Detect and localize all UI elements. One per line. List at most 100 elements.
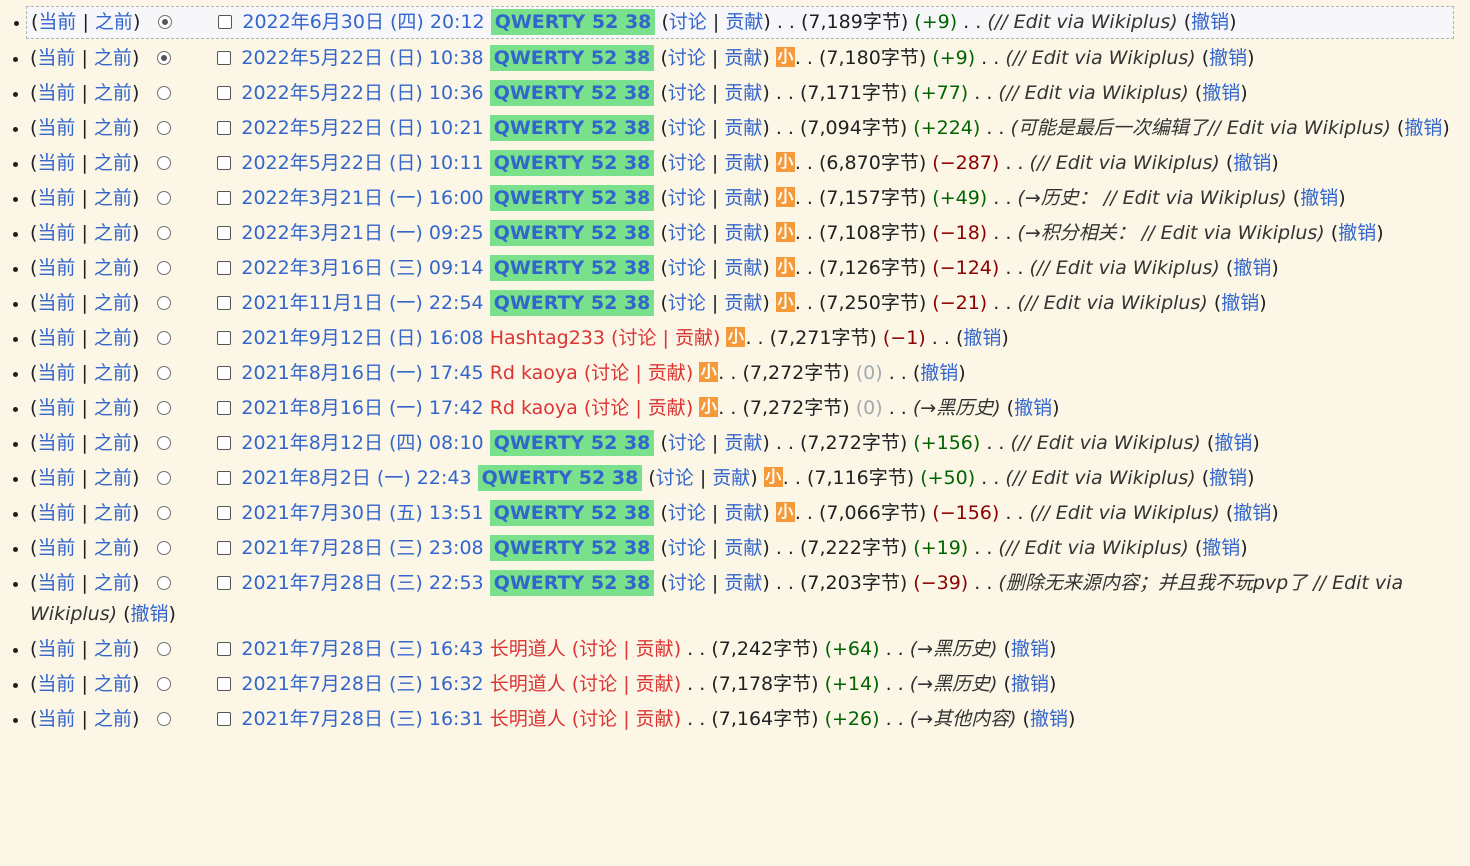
user-link[interactable]: 长明道人 bbox=[489, 673, 566, 695]
revision-checkbox[interactable] bbox=[217, 506, 232, 520]
cur-diff-link[interactable]: 当前 bbox=[37, 638, 76, 660]
prev-diff-link[interactable]: 之前 bbox=[93, 257, 132, 279]
cur-diff-link[interactable]: 当前 bbox=[38, 11, 77, 33]
talk-link[interactable]: 讨论 bbox=[668, 11, 707, 33]
undo-link[interactable]: 撤销 bbox=[1221, 292, 1260, 314]
prev-diff-link[interactable]: 之前 bbox=[93, 467, 132, 489]
user-link[interactable]: Rd kaoya bbox=[489, 397, 578, 419]
cur-diff-link[interactable]: 当前 bbox=[37, 432, 76, 454]
user-link[interactable]: QWERTY 52 38 bbox=[489, 500, 655, 526]
prev-diff-link[interactable]: 之前 bbox=[93, 572, 132, 594]
user-link[interactable]: QWERTY 52 38 bbox=[489, 535, 655, 561]
compare-radio[interactable] bbox=[157, 191, 172, 205]
prev-diff-link[interactable]: 之前 bbox=[93, 708, 132, 730]
revision-date-link[interactable]: 2021年8月16日 (一) 17:42 bbox=[241, 397, 484, 419]
contribs-link[interactable]: 贡献 bbox=[724, 292, 763, 314]
contribs-link[interactable]: 贡献 bbox=[724, 502, 763, 524]
prev-diff-link[interactable]: 之前 bbox=[93, 82, 132, 104]
cur-diff-link[interactable]: 当前 bbox=[37, 187, 76, 209]
user-link[interactable]: QWERTY 52 38 bbox=[477, 465, 643, 491]
revision-date-link[interactable]: 2021年7月28日 (三) 16:43 bbox=[241, 638, 484, 660]
contribs-link[interactable]: 贡献 bbox=[724, 47, 763, 69]
user-link[interactable]: QWERTY 52 38 bbox=[489, 220, 655, 246]
revision-date-link[interactable]: 2021年7月28日 (三) 23:08 bbox=[241, 537, 484, 559]
cur-diff-link[interactable]: 当前 bbox=[37, 397, 76, 419]
contribs-link[interactable]: 贡献 bbox=[674, 327, 713, 349]
revision-date-link[interactable]: 2021年11月1日 (一) 22:54 bbox=[241, 292, 484, 314]
compare-radio[interactable] bbox=[157, 541, 172, 555]
cur-diff-link[interactable]: 当前 bbox=[37, 82, 76, 104]
revision-checkbox[interactable] bbox=[218, 15, 233, 29]
undo-link[interactable]: 撤销 bbox=[1300, 187, 1339, 209]
revision-checkbox[interactable] bbox=[217, 401, 232, 415]
talk-link[interactable]: 讨论 bbox=[667, 117, 706, 139]
contribs-link[interactable]: 贡献 bbox=[724, 257, 763, 279]
revision-date-link[interactable]: 2021年7月28日 (三) 22:53 bbox=[241, 572, 484, 594]
talk-link[interactable]: 讨论 bbox=[667, 47, 706, 69]
contribs-link[interactable]: 贡献 bbox=[635, 708, 674, 730]
cur-diff-link[interactable]: 当前 bbox=[37, 222, 76, 244]
prev-diff-link[interactable]: 之前 bbox=[93, 537, 132, 559]
revision-checkbox[interactable] bbox=[217, 261, 232, 275]
prev-diff-link[interactable]: 之前 bbox=[93, 638, 132, 660]
revision-date-link[interactable]: 2022年6月30日 (四) 20:12 bbox=[242, 11, 485, 33]
prev-diff-link[interactable]: 之前 bbox=[93, 47, 132, 69]
revision-checkbox[interactable] bbox=[217, 436, 232, 450]
revision-checkbox[interactable] bbox=[217, 121, 232, 135]
revision-date-link[interactable]: 2021年8月12日 (四) 08:10 bbox=[241, 432, 484, 454]
cur-diff-link[interactable]: 当前 bbox=[37, 47, 76, 69]
undo-link[interactable]: 撤销 bbox=[963, 327, 1002, 349]
cur-diff-link[interactable]: 当前 bbox=[37, 673, 76, 695]
talk-link[interactable]: 讨论 bbox=[667, 572, 706, 594]
contribs-link[interactable]: 贡献 bbox=[647, 397, 686, 419]
revision-date-link[interactable]: 2021年8月16日 (一) 17:45 bbox=[241, 362, 484, 384]
prev-diff-link[interactable]: 之前 bbox=[93, 292, 132, 314]
revision-checkbox[interactable] bbox=[217, 541, 232, 555]
revision-checkbox[interactable] bbox=[217, 296, 232, 310]
contribs-link[interactable]: 贡献 bbox=[725, 11, 764, 33]
prev-diff-link[interactable]: 之前 bbox=[93, 222, 132, 244]
user-link[interactable]: 长明道人 bbox=[489, 638, 566, 660]
compare-radio[interactable] bbox=[157, 86, 172, 100]
talk-link[interactable]: 讨论 bbox=[655, 467, 694, 489]
undo-link[interactable]: 撤销 bbox=[1214, 432, 1253, 454]
undo-link[interactable]: 撤销 bbox=[1029, 708, 1068, 730]
user-link[interactable]: QWERTY 52 38 bbox=[489, 185, 655, 211]
talk-link[interactable]: 讨论 bbox=[667, 502, 706, 524]
compare-radio[interactable] bbox=[157, 642, 172, 656]
talk-link[interactable]: 讨论 bbox=[579, 708, 618, 730]
talk-link[interactable]: 讨论 bbox=[591, 362, 630, 384]
cur-diff-link[interactable]: 当前 bbox=[37, 257, 76, 279]
cur-diff-link[interactable]: 当前 bbox=[37, 537, 76, 559]
contribs-link[interactable]: 贡献 bbox=[724, 572, 763, 594]
revision-checkbox[interactable] bbox=[217, 156, 232, 170]
contribs-link[interactable]: 贡献 bbox=[635, 673, 674, 695]
compare-radio[interactable] bbox=[157, 401, 172, 415]
talk-link[interactable]: 讨论 bbox=[667, 292, 706, 314]
compare-radio[interactable] bbox=[157, 576, 172, 590]
compare-radio[interactable] bbox=[158, 15, 173, 29]
talk-link[interactable]: 讨论 bbox=[591, 397, 630, 419]
revision-checkbox[interactable] bbox=[217, 576, 232, 590]
revision-checkbox[interactable] bbox=[217, 471, 232, 485]
revision-date-link[interactable]: 2022年5月22日 (日) 10:38 bbox=[241, 47, 484, 69]
compare-radio[interactable] bbox=[157, 51, 172, 65]
talk-link[interactable]: 讨论 bbox=[667, 432, 706, 454]
talk-link[interactable]: 讨论 bbox=[667, 152, 706, 174]
cur-diff-link[interactable]: 当前 bbox=[37, 362, 76, 384]
undo-link[interactable]: 撤销 bbox=[1014, 397, 1053, 419]
cur-diff-link[interactable]: 当前 bbox=[37, 572, 76, 594]
undo-link[interactable]: 撤销 bbox=[1338, 222, 1377, 244]
revision-checkbox[interactable] bbox=[217, 191, 232, 205]
compare-radio[interactable] bbox=[157, 156, 172, 170]
talk-link[interactable]: 讨论 bbox=[579, 673, 618, 695]
revision-checkbox[interactable] bbox=[217, 331, 232, 345]
user-link[interactable]: QWERTY 52 38 bbox=[490, 9, 656, 35]
contribs-link[interactable]: 贡献 bbox=[724, 82, 763, 104]
compare-radio[interactable] bbox=[157, 121, 172, 135]
revision-checkbox[interactable] bbox=[217, 366, 232, 380]
compare-radio[interactable] bbox=[157, 366, 172, 380]
user-link[interactable]: QWERTY 52 38 bbox=[489, 255, 655, 281]
compare-radio[interactable] bbox=[157, 331, 172, 345]
prev-diff-link[interactable]: 之前 bbox=[93, 397, 132, 419]
